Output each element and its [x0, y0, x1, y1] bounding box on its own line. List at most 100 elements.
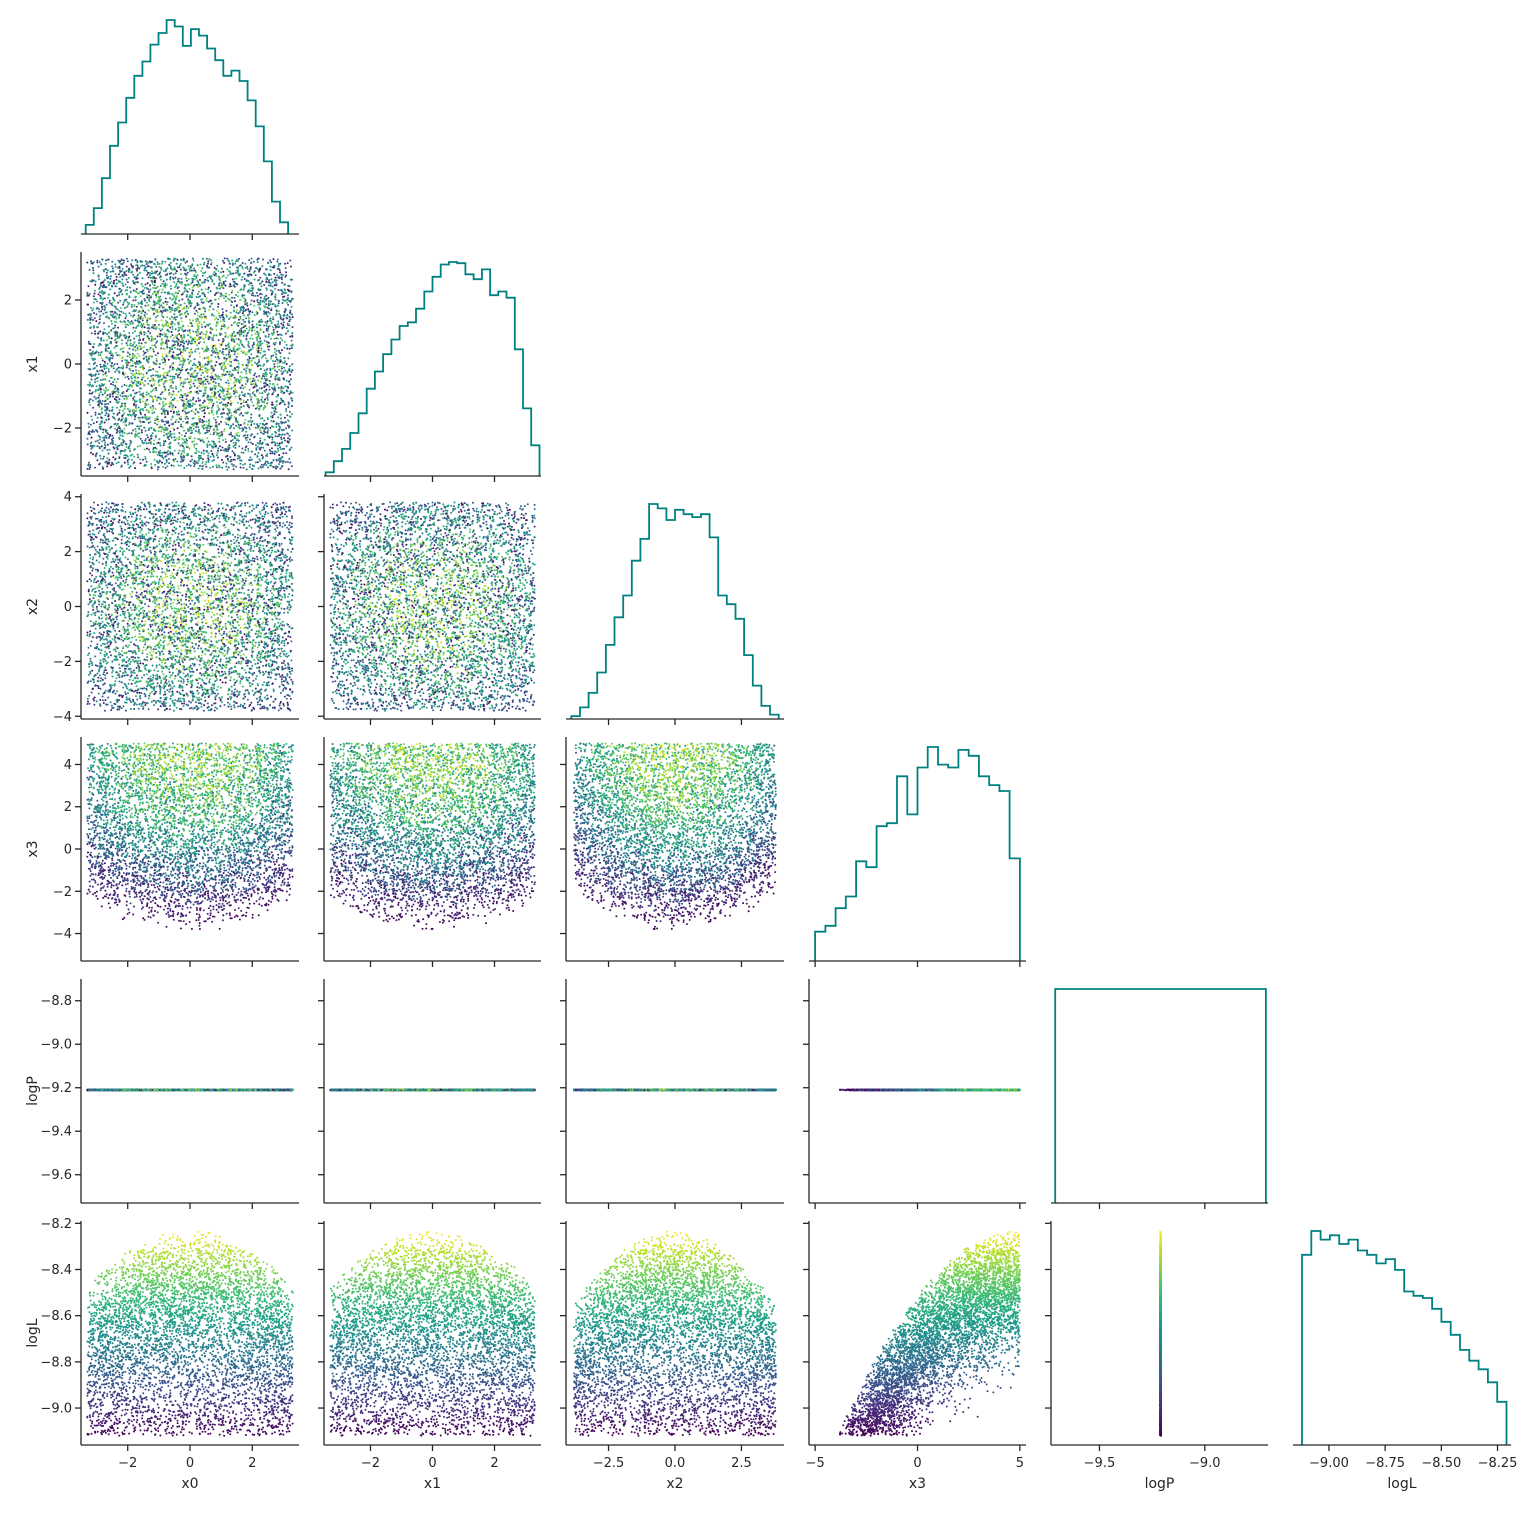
scatter-point: [106, 333, 108, 335]
scatter-point: [193, 465, 195, 467]
scatter-point: [168, 389, 170, 391]
scatter-point: [180, 389, 182, 391]
scatter-point: [93, 302, 95, 304]
scatter-point: [265, 325, 267, 327]
scatter-point: [88, 363, 90, 365]
scatter-point: [146, 442, 148, 444]
scatter-point: [128, 332, 130, 334]
scatter-point: [89, 269, 91, 271]
scatter-point: [251, 311, 253, 313]
scatter-point: [155, 370, 157, 372]
scatter-point: [247, 424, 249, 426]
scatter-point: [88, 341, 90, 343]
scatter-point: [103, 328, 105, 330]
scatter-point: [180, 304, 182, 306]
scatter-point: [106, 339, 108, 341]
scatter-point: [191, 292, 193, 294]
scatter-point: [182, 460, 184, 462]
scatter-point: [238, 363, 240, 365]
scatter-point: [280, 437, 282, 439]
scatter-point: [116, 354, 118, 356]
scatter-point: [99, 316, 101, 318]
scatter-point: [225, 300, 227, 302]
scatter-point: [286, 344, 288, 346]
scatter-point: [186, 305, 188, 307]
scatter-point: [111, 362, 113, 364]
scatter-point: [203, 333, 205, 335]
scatter-point: [105, 346, 107, 348]
scatter-point: [157, 376, 159, 378]
scatter-point: [279, 341, 281, 343]
scatter-point: [172, 454, 174, 456]
scatter-point: [252, 320, 254, 322]
scatter-point: [116, 276, 118, 278]
scatter-point: [268, 284, 270, 286]
scatter-point: [195, 331, 197, 333]
scatter-point: [209, 306, 211, 308]
scatter-point: [176, 283, 178, 285]
scatter-point: [119, 398, 121, 400]
scatter-point: [153, 443, 155, 445]
scatter-point: [114, 428, 116, 430]
scatter-point: [258, 288, 260, 290]
scatter-point: [234, 263, 236, 265]
scatter-point: [243, 368, 245, 370]
scatter-point: [156, 261, 158, 263]
scatter-point: [281, 429, 283, 431]
scatter-point: [189, 270, 191, 272]
scatter-point: [97, 397, 99, 399]
scatter-point: [137, 347, 139, 349]
scatter-point: [202, 383, 204, 385]
scatter-point: [289, 365, 291, 367]
scatter-point: [231, 350, 233, 352]
scatter-point: [222, 323, 224, 325]
scatter-point: [140, 462, 142, 464]
scatter-point: [107, 394, 109, 396]
scatter-point: [155, 294, 157, 296]
scatter-point: [281, 339, 283, 341]
scatter-point: [109, 435, 111, 437]
scatter-point: [220, 449, 222, 451]
scatter-point: [265, 464, 267, 466]
scatter-point: [278, 423, 280, 425]
scatter-point: [162, 302, 164, 304]
scatter-point: [201, 410, 203, 412]
scatter-point: [191, 265, 193, 267]
scatter-point: [195, 364, 197, 366]
scatter-point: [273, 329, 275, 331]
scatter-point: [194, 274, 196, 276]
scatter-point: [281, 438, 283, 440]
scatter-point: [213, 381, 215, 383]
scatter-point: [275, 294, 277, 296]
scatter-point: [269, 259, 271, 261]
scatter-point: [181, 281, 183, 283]
scatter-point: [131, 432, 133, 434]
scatter-point: [89, 464, 91, 466]
scatter-point: [198, 304, 200, 306]
scatter-point: [253, 374, 255, 376]
scatter-point: [125, 313, 127, 315]
scatter-point: [150, 266, 152, 268]
scatter-point: [123, 312, 125, 314]
scatter-point: [96, 431, 98, 433]
scatter-point: [237, 325, 239, 327]
scatter-point: [257, 427, 259, 429]
scatter-point: [260, 399, 262, 401]
scatter-point: [124, 373, 126, 375]
scatter-point: [156, 358, 158, 360]
scatter-point: [191, 423, 193, 425]
scatter-point: [205, 463, 207, 465]
scatter-point: [102, 313, 104, 315]
scatter-point: [190, 465, 192, 467]
scatter-point: [145, 356, 147, 358]
scatter-point: [210, 275, 212, 277]
scatter-point: [142, 277, 144, 279]
scatter-point: [233, 427, 235, 429]
scatter-point: [251, 294, 253, 296]
scatter-point: [112, 396, 114, 398]
scatter-point: [180, 372, 182, 374]
scatter-point: [138, 335, 140, 337]
scatter-point: [264, 398, 266, 400]
scatter-point: [132, 389, 134, 391]
scatter-point: [183, 343, 185, 345]
